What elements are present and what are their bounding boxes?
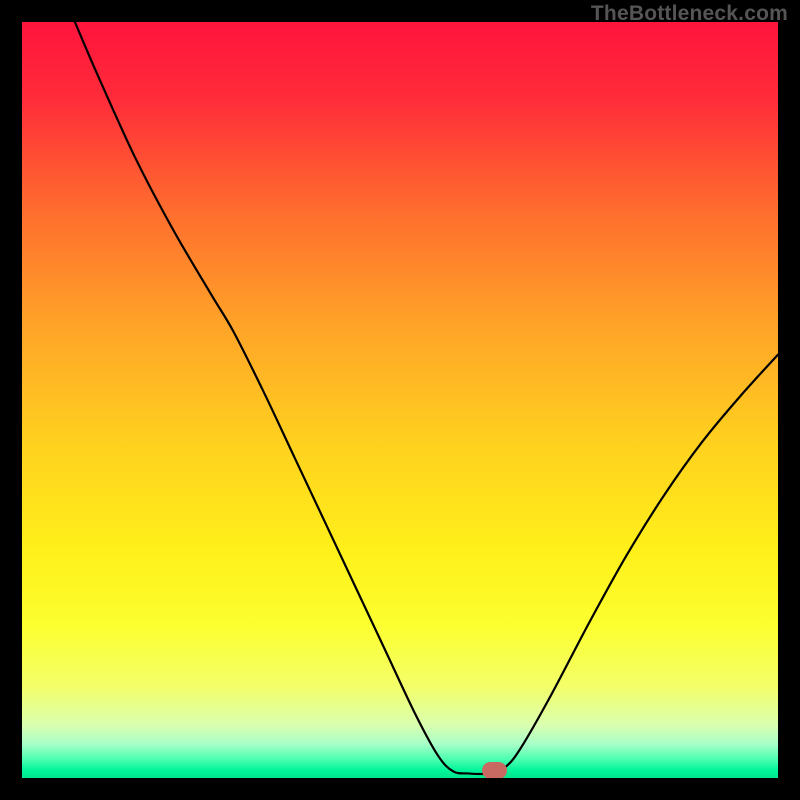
plot-area bbox=[22, 22, 778, 778]
bottleneck-curve bbox=[22, 22, 778, 778]
optimum-marker bbox=[482, 762, 506, 778]
chart-frame: TheBottleneck.com bbox=[0, 0, 800, 800]
watermark-text: TheBottleneck.com bbox=[591, 2, 788, 26]
frame-border-right bbox=[778, 0, 800, 800]
frame-border-left bbox=[0, 0, 22, 800]
frame-border-bottom bbox=[0, 778, 800, 800]
